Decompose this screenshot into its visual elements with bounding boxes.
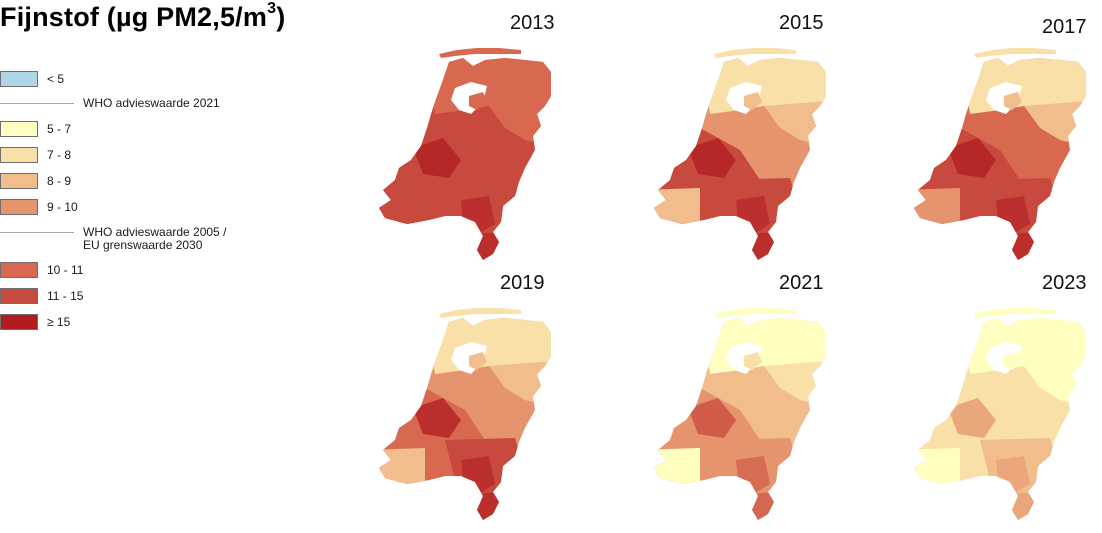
map-panel-2023: 2023 [900,270,1102,530]
wadden-islands [439,48,521,58]
netherlands-map [914,48,1086,260]
map-panel-2021: 2021 [640,270,920,530]
legend-item-7-8: 7 - 8 [0,146,71,164]
legend-label: WHO advieswaarde 2021 [83,96,220,110]
legend-swatch [0,262,38,278]
page-title: Fijnstof (µg PM2,5/m3) [0,0,286,33]
map-year-label: 2021 [779,272,824,294]
legend-label: 8 - 9 [47,173,72,188]
wadden-islands [714,308,796,318]
flevoland-polder [1004,352,1022,370]
region-coast-islands [379,188,425,240]
flevoland-polder [1004,92,1022,110]
region-randstad-hotspot [688,138,736,178]
legend-item-9-10: 9 - 10 [0,198,78,216]
netherlands-map [379,48,551,260]
legend-swatch [0,314,38,330]
legend-swatch [0,199,38,215]
netherlands-map [654,48,826,260]
legend-label: 9 - 10 [47,199,78,214]
region-coast-islands [914,188,960,240]
region-limburg-hotspot [1008,232,1034,260]
wadden-islands [439,308,521,318]
legend-label-line1: WHO advieswaarde 2005 / [83,225,227,239]
region-limburg-hotspot [748,492,774,520]
legend-label-line2: EU grenswaarde 2030 [83,238,203,252]
wadden-islands [714,48,796,58]
map-panel-2013: 2013 [365,10,645,270]
region-randstad-hotspot [948,398,996,438]
flevoland-polder [744,92,762,110]
legend-item-11-15: 11 - 15 [0,287,83,305]
title-close: ) [276,2,286,32]
legend-item-5-7: 5 - 7 [0,120,71,138]
title-superscript: 3 [267,0,277,17]
legend-threshold-line [0,103,74,104]
legend-threshold-line [0,232,74,233]
flevoland-polder [469,352,487,370]
legend-swatch [0,173,38,189]
legend-label: 5 - 7 [47,121,72,136]
region-limburg-hotspot [1008,492,1034,520]
region-limburg-hotspot [473,492,499,520]
map-year-label: 2015 [779,12,824,34]
legend-item-who-2021: WHO advieswaarde 2021 [0,97,220,110]
netherlands-map [654,308,826,520]
map-panel-2019: 2019 [365,270,645,530]
region-limburg-hotspot [473,232,499,260]
map-year-label: 2023 [1042,272,1087,294]
region-coast-islands [914,448,960,500]
legend-swatch [0,71,38,87]
legend-label: 7 - 8 [47,147,72,162]
wadden-islands [974,308,1056,318]
netherlands-map [379,308,551,520]
region-randstad-hotspot [948,138,996,178]
legend-item-8-9: 8 - 9 [0,172,71,190]
netherlands-map [914,308,1086,520]
map-panel-2017: 2017 [900,10,1102,270]
legend-item-10-11: 10 - 11 [0,261,83,279]
region-randstad-hotspot [413,398,461,438]
legend-swatch [0,121,38,137]
legend-label: WHO advieswaarde 2005 /EU grenswaarde 20… [83,226,226,252]
region-coast-islands [654,188,700,240]
region-limburg-hotspot [748,232,774,260]
wadden-islands [974,48,1056,58]
flevoland-polder [469,92,487,110]
map-year-label: 2017 [1042,16,1087,38]
map-year-label: 2019 [500,272,545,294]
map-panel-2015: 2015 [640,10,920,270]
region-randstad-hotspot [413,138,461,178]
title-main: Fijnstof (µg PM2,5/m [0,2,268,32]
legend-label: 10 - 11 [47,262,84,277]
legend-label: ≥ 15 [47,314,71,329]
legend-label: < 5 [47,71,65,86]
legend-item-ge15: ≥ 15 [0,313,70,331]
legend-swatch [0,288,38,304]
region-coast-islands [654,448,700,500]
region-coast-islands [379,448,425,500]
flevoland-polder [744,352,762,370]
region-randstad-hotspot [688,398,736,438]
legend-swatch [0,147,38,163]
legend-label: 11 - 15 [47,288,84,303]
legend-item-who-2005: WHO advieswaarde 2005 /EU grenswaarde 20… [0,226,226,252]
legend-item-lt5: < 5 [0,70,64,88]
map-year-label: 2013 [510,12,555,34]
